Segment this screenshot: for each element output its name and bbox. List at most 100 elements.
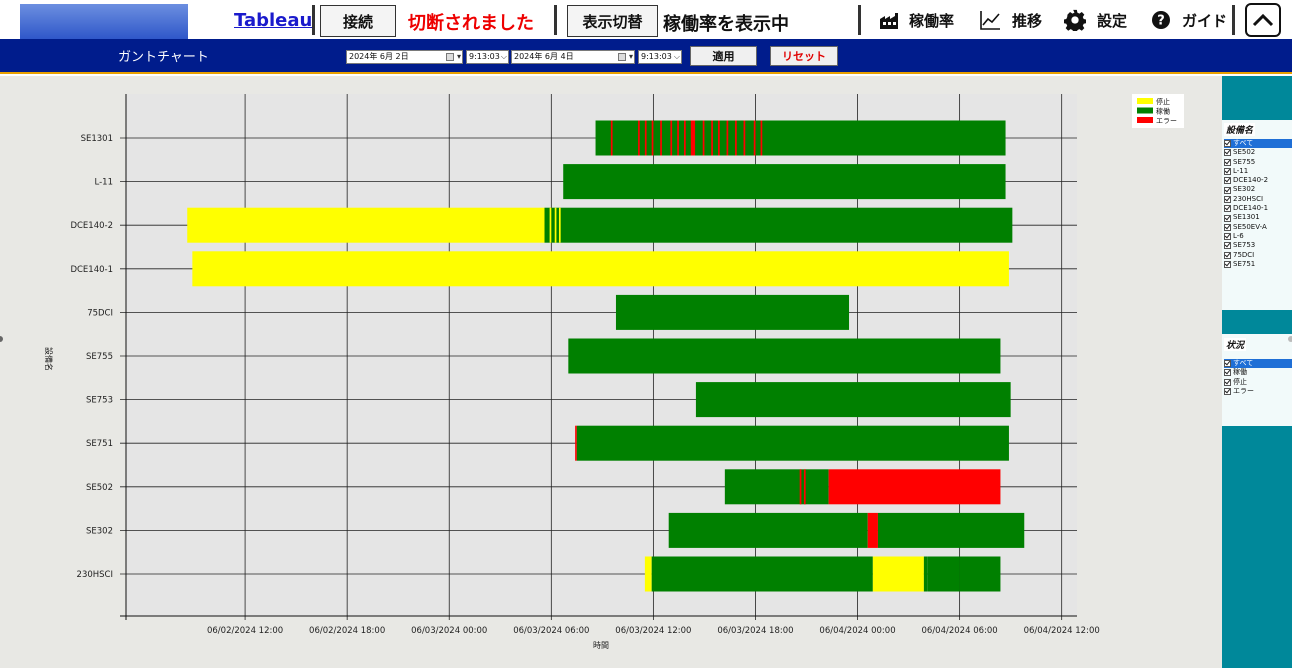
gantt-segment <box>927 556 960 592</box>
start-date-picker[interactable]: 2024年 6月 2日 ▾ <box>346 50 463 64</box>
resize-handle[interactable] <box>0 336 3 342</box>
equipment-option[interactable]: SE1301 <box>1224 213 1292 222</box>
gantt-segment <box>668 512 868 548</box>
checkbox[interactable] <box>1224 360 1231 368</box>
status-option[interactable]: 稼働 <box>1224 368 1292 377</box>
equipment-option-label: 230HSCI <box>1233 194 1264 203</box>
gantt-segment <box>799 469 802 505</box>
gantt-segment <box>644 556 652 592</box>
checkbox[interactable] <box>1224 369 1231 377</box>
menu-guide[interactable]: ガイド <box>1182 12 1228 30</box>
checkbox[interactable] <box>1224 223 1231 231</box>
checkbox[interactable] <box>1224 168 1231 176</box>
equipment-option[interactable]: SE302 <box>1224 185 1292 194</box>
checkbox[interactable] <box>1224 233 1231 241</box>
gantt-segment <box>615 294 850 330</box>
equipment-option[interactable]: L-11 <box>1224 167 1292 176</box>
gantt-segment <box>558 207 561 243</box>
checkbox[interactable] <box>1224 158 1231 166</box>
reset-button[interactable]: リセット <box>770 46 838 66</box>
x-tick-label: 06/03/2024 12:00 <box>615 626 691 636</box>
status-option[interactable]: エラー <box>1224 387 1292 396</box>
equipment-option-label: SE1301 <box>1233 213 1260 222</box>
checkbox[interactable] <box>1224 177 1231 185</box>
equipment-option-label: DCE140-2 <box>1233 176 1269 185</box>
view-title: ガントチャート <box>118 50 209 65</box>
apply-button[interactable]: 適用 <box>690 46 757 66</box>
gantt-segment <box>690 120 696 156</box>
checkbox[interactable] <box>1224 388 1231 396</box>
equipment-option[interactable]: SE502 <box>1224 148 1292 157</box>
menu-settings[interactable]: 設定 <box>1097 12 1128 30</box>
checkbox[interactable] <box>1224 140 1231 148</box>
equipment-option[interactable]: DCE140-2 <box>1224 176 1292 185</box>
calendar-icon <box>446 53 454 61</box>
gantt-segment <box>644 120 647 156</box>
equipment-option[interactable]: SE50EV-A <box>1224 223 1292 232</box>
gantt-segment <box>803 469 806 505</box>
checkbox[interactable] <box>1224 242 1231 250</box>
equipment-option[interactable]: すべて <box>1224 139 1292 149</box>
legend-label: エラー <box>1156 117 1177 125</box>
end-time-picker[interactable]: 9:13:03 ⌵ <box>638 50 682 64</box>
tableau-link[interactable]: Tableau <box>234 10 313 31</box>
status-option[interactable]: すべて <box>1224 359 1292 369</box>
gantt-segment <box>828 469 1001 505</box>
equipment-option[interactable]: 75DCI <box>1224 251 1292 260</box>
status-option-label: 稼働 <box>1233 368 1247 377</box>
resize-handle[interactable] <box>1288 336 1292 342</box>
y-tick-label: L-11 <box>95 178 113 188</box>
equipment-option[interactable]: SE755 <box>1224 158 1292 167</box>
x-tick-label: 06/04/2024 00:00 <box>819 626 895 636</box>
start-time-picker[interactable]: 9:13:03 ⌵ <box>466 50 509 64</box>
checkbox[interactable] <box>1224 195 1231 203</box>
factory-icon[interactable] <box>878 9 900 31</box>
equipment-option[interactable]: DCE140-1 <box>1224 204 1292 213</box>
dropdown-arrow-icon: ▾ <box>628 52 633 61</box>
checkbox[interactable] <box>1224 205 1231 213</box>
checkbox[interactable] <box>1224 214 1231 222</box>
legend-swatch <box>1137 98 1153 104</box>
checkbox[interactable] <box>1224 378 1231 386</box>
equipment-option[interactable]: SE753 <box>1224 241 1292 250</box>
equipment-option[interactable]: L-6 <box>1224 232 1292 241</box>
help-icon[interactable]: ? <box>1151 10 1171 30</box>
equipment-option-label: すべて <box>1233 139 1254 147</box>
equipment-option-label: L-6 <box>1233 231 1244 240</box>
start-time-value: 9:13:03 <box>469 52 500 61</box>
app-logo <box>20 4 188 39</box>
checkbox[interactable] <box>1224 261 1231 268</box>
equipment-option-label: L-11 <box>1233 166 1249 175</box>
gantt-segment <box>735 120 737 156</box>
checkbox[interactable] <box>1224 251 1231 259</box>
x-tick-label: 06/02/2024 12:00 <box>207 626 283 636</box>
gantt-segment <box>595 120 1006 156</box>
toggle-view-button[interactable]: 表示切替 <box>567 5 658 37</box>
trend-chart-icon[interactable] <box>979 9 1001 31</box>
gear-icon[interactable] <box>1064 9 1086 31</box>
status-option[interactable]: 停止 <box>1224 378 1292 387</box>
x-tick-label: 06/03/2024 06:00 <box>513 626 589 636</box>
status-filter-title: 状況 <box>1224 338 1247 351</box>
gantt-segment <box>718 120 720 156</box>
y-tick-label: DCE140-2 <box>70 221 113 231</box>
connect-button[interactable]: 接続 <box>320 5 396 37</box>
gantt-segment <box>638 120 640 156</box>
y-tick-label: SE502 <box>86 483 113 493</box>
checkbox[interactable] <box>1224 186 1231 194</box>
menu-trend[interactable]: 推移 <box>1012 12 1043 30</box>
dropdown-arrow-icon: ▾ <box>456 52 461 61</box>
equipment-option-label: SE755 <box>1233 157 1256 166</box>
menu-uptime[interactable]: 稼働率 <box>909 12 955 30</box>
gantt-segment <box>670 120 673 156</box>
checkbox[interactable] <box>1224 149 1231 157</box>
toolbar-divider <box>554 5 557 35</box>
equipment-option[interactable]: SE751 <box>1224 260 1292 269</box>
equipment-checklist: すべて SE502 SE755 L-11 DCE140-2 SE302 230HSCI DCE… <box>1224 139 1292 269</box>
collapse-button[interactable] <box>1245 3 1281 37</box>
legend-swatch <box>1137 117 1153 123</box>
end-date-picker[interactable]: 2024年 6月 4日 ▾ <box>511 50 635 64</box>
equipment-option[interactable]: 230HSCI <box>1224 195 1292 204</box>
calendar-icon <box>618 53 626 61</box>
gantt-segment <box>753 120 756 156</box>
